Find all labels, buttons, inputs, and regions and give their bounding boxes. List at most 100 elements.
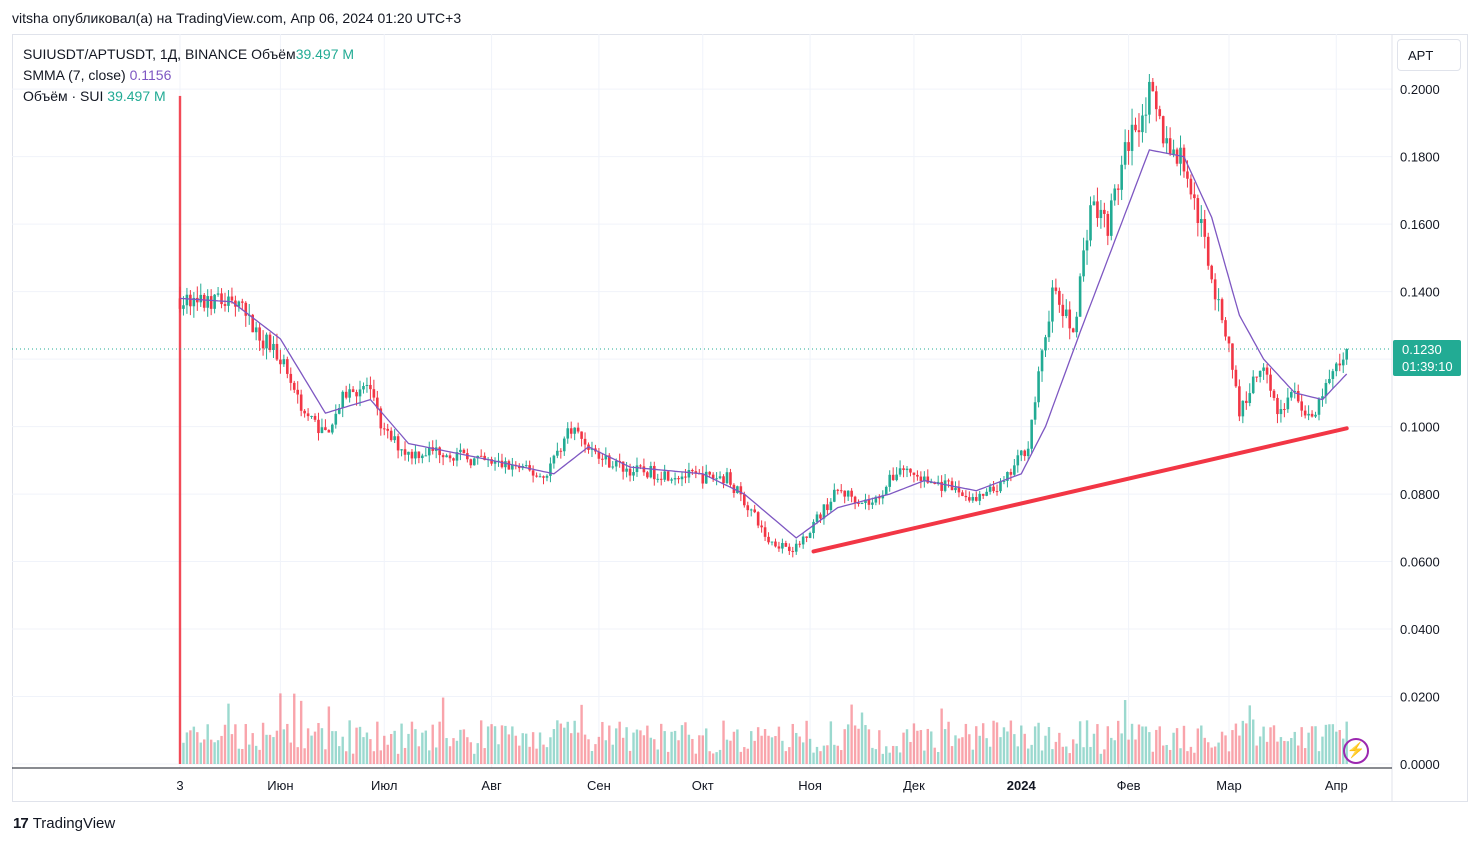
volume-bar-168 (760, 735, 763, 764)
candle-body-183 (812, 521, 815, 534)
volume-bar-292 (1189, 746, 1193, 764)
candle-body-198 (864, 499, 867, 503)
candle-body-36 (303, 410, 306, 414)
legend-symbol[interactable]: SUIUSDT/APTUSDT, 1Д, BINANCE Объём39.497… (23, 46, 354, 62)
volume-bar-298 (1210, 747, 1213, 764)
brand-footer[interactable]: 17 TradingView (13, 815, 115, 832)
volume-bar-135 (646, 725, 649, 764)
candle-body-96 (511, 464, 514, 470)
volume-bar-68 (414, 729, 417, 764)
volume-bar-271 (1117, 720, 1120, 764)
candle-body-230 (974, 497, 978, 501)
volume-bar-202 (878, 730, 881, 764)
volume-bar-328 (1314, 726, 1317, 764)
volume-bar-322 (1293, 731, 1296, 764)
candle-body-308 (1244, 400, 1248, 404)
candle-body-246 (1030, 419, 1033, 449)
legend-volume[interactable]: Объём · SUI 39.497 M (23, 88, 166, 104)
candle-body-18 (241, 301, 244, 303)
volume-bar-99 (521, 733, 524, 764)
last-price-value: 0.1230 (1402, 342, 1442, 357)
volume-bar-19 (244, 724, 247, 764)
volume-bar-127 (618, 721, 621, 764)
volume-bar-76 (441, 697, 445, 764)
volume-bar-40 (317, 722, 320, 764)
candle-body-161 (736, 486, 739, 493)
volume-bar-107 (549, 737, 552, 764)
lightning-icon[interactable]: ⚡ (1343, 738, 1369, 764)
volume-bar-295 (1200, 725, 1203, 764)
candle-body-41 (320, 427, 324, 434)
candle-body-27 (272, 343, 275, 351)
candle-body-325 (1303, 410, 1307, 416)
volume-bar-121 (597, 736, 601, 764)
volume-bar-215 (923, 750, 926, 764)
volume-bar-256 (1065, 746, 1068, 764)
candle-body-35 (299, 394, 303, 411)
candle-body-151 (701, 473, 705, 484)
volume-bar-27 (272, 737, 275, 764)
volume-bar-72 (428, 750, 431, 764)
candle-body-332 (1328, 378, 1331, 383)
volume-bar-59 (383, 735, 386, 764)
volume-bar-48 (344, 751, 348, 764)
candle-body-37 (306, 413, 310, 417)
volume-bar-291 (1186, 751, 1189, 764)
candle-body-203 (881, 495, 885, 499)
time-axis-labels: 3 Июн Июл Авг Сен Окт Ноя Дек 2024 Фев Мар Апр (176, 778, 1347, 793)
currency-button[interactable]: APT (1397, 39, 1461, 71)
candle-body-241 (1013, 465, 1016, 475)
candle-body-317 (1276, 397, 1279, 415)
volume-bar-273 (1123, 700, 1127, 764)
volume-bar-39 (313, 731, 317, 764)
volume-bar-266 (1099, 753, 1103, 764)
candle-body-233 (985, 491, 988, 496)
volume-bar-154 (711, 753, 715, 764)
candle-body-185 (819, 514, 822, 519)
candle-body-34 (296, 389, 300, 395)
candle-body-292 (1189, 178, 1193, 195)
candle-body-337 (1345, 348, 1348, 360)
volume-bar-220 (940, 708, 943, 764)
volume-bar-222 (947, 721, 950, 764)
candle-body-42 (324, 427, 327, 431)
candle-body-133 (639, 465, 642, 467)
candle-body-148 (691, 470, 694, 472)
candle-body-242 (1016, 455, 1020, 466)
candle-body-304 (1231, 343, 1234, 370)
volume-bar-307 (1241, 720, 1245, 764)
volume-bar-308 (1245, 723, 1248, 764)
legend-smma[interactable]: SMMA (7, close) 0.1156 (23, 67, 171, 83)
volume-bar-20 (248, 744, 251, 764)
candle-body-43 (327, 430, 331, 433)
candle-body-253 (1054, 287, 1058, 291)
candle-body-87 (479, 455, 483, 457)
candle-body-121 (597, 451, 601, 459)
legend-volume-prefix: Объём (251, 46, 296, 62)
chart-canvas[interactable]: 0.0000 0.0200 0.0400 0.0600 0.0800 0.1000 0.12… (12, 34, 1468, 802)
volume-bar-6 (199, 742, 202, 764)
volume-bar-323 (1297, 745, 1300, 764)
candle-body-28 (275, 343, 279, 360)
legend-smma-label: SMMA (7, close) (23, 67, 126, 83)
trendline[interactable] (811, 426, 1349, 554)
volume-bar-9 (209, 739, 213, 764)
volume-bar-117 (583, 734, 587, 764)
volume-bar-56 (372, 751, 376, 764)
candle-body-73 (431, 447, 435, 451)
y-tick-label-8: 0.1600 (1400, 217, 1440, 232)
volume-bar-179 (798, 736, 801, 764)
candle-body-95 (507, 461, 511, 470)
volume-bar-224 (954, 735, 957, 764)
candle-body-213 (916, 474, 919, 477)
volume-bar-189 (833, 744, 836, 764)
volume-bar-67 (410, 721, 414, 764)
candle-body-149 (694, 471, 698, 474)
candle-body-51 (355, 392, 358, 397)
candle-body-228 (968, 497, 971, 501)
candle-body-271 (1116, 188, 1120, 190)
grid-lines (12, 34, 1392, 768)
candle-body-327 (1310, 413, 1314, 417)
volume-bar-182 (808, 738, 812, 764)
candle-body-190 (836, 489, 840, 491)
